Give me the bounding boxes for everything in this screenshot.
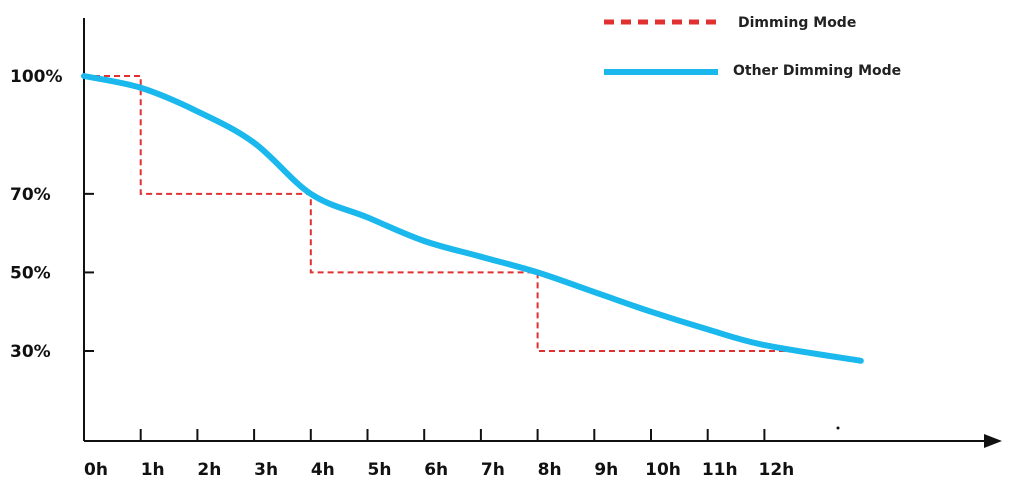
x-tick-label: 7h [481,460,505,477]
x-tick-label: 6h [424,460,448,477]
legend-label-other-dimming-mode: Other Dimming Mode [733,63,901,79]
legend-label-dimming-mode: Dimming Mode [738,15,856,31]
series-line-dimming-mode [84,75,788,352]
y-tick-label: 30% [10,342,51,362]
x-tick-label: 11h [702,460,738,477]
y-tick-label: 70% [10,185,51,205]
x-tick-label: 3h [254,460,278,477]
x-tick-label: 9h [594,460,618,477]
x-tick-label: 10h [645,460,681,477]
x-tick-label: 8h [538,460,562,477]
legend: Dimming Mode Other Dimming Mode [604,15,901,79]
x-tick-label: 12h [759,460,795,477]
x-tick-label: 0h [84,460,108,477]
x-tick-label: 4h [311,460,335,477]
axes [83,18,1002,448]
series [81,73,864,430]
ticks: 0h 1h 2h 3h 4h 5h 6h 7h 8h 9h 10h 11h 12h 100% 70% 50% 3… [10,67,794,477]
y-tick-label: 100% [10,67,63,87]
x-tick-label: 5h [368,460,392,477]
y-tick-label: 50% [10,263,51,283]
x-tick-label: 1h [141,460,165,477]
x-tick-label: 2h [197,460,221,477]
x-axis-arrow-icon [984,434,1002,448]
stray-dot [836,426,840,430]
series-line-other-dimming-mode [81,73,864,364]
